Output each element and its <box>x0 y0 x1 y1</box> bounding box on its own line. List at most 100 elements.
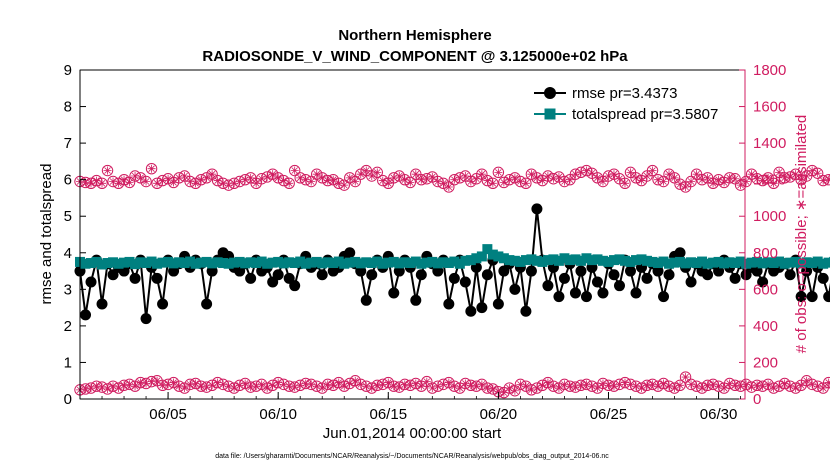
totalspread-point <box>642 255 653 266</box>
totalspread-point <box>163 256 174 267</box>
y-axis-label-right: # of obs: o=possible; ∗=assimilated <box>793 115 810 354</box>
rmse-point <box>558 272 570 284</box>
totalspread-point <box>130 259 141 270</box>
legend-totalspread-label: totalspread pr=3.5807 <box>572 106 718 123</box>
totalspread-point <box>388 256 399 267</box>
totalspread-point <box>708 257 719 268</box>
rmse-point <box>344 247 356 259</box>
totalspread-point <box>614 254 625 265</box>
totalspread-point <box>702 258 713 269</box>
obs-possible-point <box>476 168 488 180</box>
y-tick-label-left: 0 <box>64 391 72 408</box>
totalspread-point <box>647 256 658 267</box>
totalspread-point <box>157 257 168 268</box>
rmse-point <box>151 272 163 284</box>
series-totalspread <box>75 244 830 270</box>
totalspread-point <box>207 258 218 269</box>
y-tick-label-left: 8 <box>64 99 72 116</box>
x-tick-label: 06/15 <box>370 406 408 423</box>
obs-possible-point <box>288 164 301 177</box>
rmse-point <box>702 269 714 281</box>
rmse-point <box>823 291 830 303</box>
totalspread-point <box>416 258 427 269</box>
totalspread-point <box>801 257 812 268</box>
rmse-point <box>366 269 378 281</box>
series-layer <box>74 163 830 399</box>
totalspread-point <box>278 258 289 269</box>
rmse-point <box>481 269 493 281</box>
totalspread-point <box>361 257 372 268</box>
rmse-point <box>817 272 829 284</box>
rmse-point <box>784 269 796 281</box>
rmse-point <box>757 276 769 288</box>
obs-possible-point <box>101 164 114 177</box>
totalspread-point <box>97 259 108 270</box>
rmse-point <box>575 265 587 277</box>
totalspread-point <box>724 257 735 268</box>
obs-possible-point <box>828 173 830 182</box>
rmse-point <box>509 283 521 295</box>
rmse-point <box>729 272 741 284</box>
totalspread-point <box>509 255 520 266</box>
y-tick-label-right: 1600 <box>753 99 786 116</box>
rmse-point <box>630 287 642 299</box>
rmse-point <box>553 291 565 303</box>
totalspread-point <box>234 256 245 267</box>
chart-title: Northern Hemisphere <box>338 27 491 44</box>
totalspread-point <box>564 255 575 266</box>
obs-assimilated-point <box>822 376 830 389</box>
totalspread-point <box>311 256 322 267</box>
rmse-point <box>388 287 400 299</box>
totalspread-point <box>526 254 537 265</box>
rmse-point <box>542 280 554 292</box>
totalspread-point <box>548 254 559 265</box>
obs-assimilated-point <box>421 375 433 388</box>
legend: rmse pr=3.4373 totalspread pr=3.5807 <box>526 74 738 126</box>
series-obs-assimilated <box>74 371 830 399</box>
totalspread-point <box>537 256 548 267</box>
rmse-point <box>80 309 92 321</box>
totalspread-point <box>619 255 630 266</box>
totalspread-point <box>790 256 801 267</box>
totalspread-point <box>152 258 163 269</box>
totalspread-point <box>471 253 482 264</box>
totalspread-point <box>135 257 146 268</box>
totalspread-point <box>405 258 416 269</box>
totalspread-point <box>735 256 746 267</box>
obs-possible-point <box>668 172 681 184</box>
chart-subtitle: RADIOSONDE_V_WIND_COMPONENT @ 3.125000e+… <box>202 48 628 65</box>
obs-possible-point <box>404 176 416 189</box>
rmse-point <box>85 276 97 288</box>
totalspread-point <box>807 258 818 269</box>
obs-assimilated-point <box>679 371 692 383</box>
y-tick-label-left: 3 <box>64 281 72 298</box>
obs-possible-point <box>283 177 295 190</box>
totalspread-point <box>603 256 614 267</box>
rmse-point <box>531 203 543 215</box>
obs-possible-point <box>657 175 670 188</box>
rmse-point <box>157 298 169 310</box>
y-axis-label-left: rmse and totalspread <box>38 164 55 305</box>
totalspread-point <box>757 258 768 269</box>
totalspread-point <box>608 255 619 266</box>
totalspread-point <box>746 257 757 268</box>
rmse-point <box>465 305 477 317</box>
rmse-point <box>443 298 455 310</box>
totalspread-point <box>113 258 124 269</box>
legend-rmse-label: rmse pr=3.4373 <box>572 85 677 102</box>
obs-possible-point <box>767 177 780 190</box>
totalspread-point <box>680 258 691 269</box>
totalspread-point <box>295 256 306 267</box>
rmse-point <box>685 276 697 288</box>
totalspread-point <box>119 257 130 268</box>
totalspread-point <box>86 258 97 269</box>
rmse-point <box>608 269 620 281</box>
rmse-point <box>415 269 427 281</box>
totalspread-point <box>80 258 91 269</box>
totalspread-point <box>625 256 636 267</box>
totalspread-point <box>410 256 421 267</box>
totalspread-point <box>245 257 256 268</box>
totalspread-point <box>300 258 311 269</box>
totalspread-point <box>664 258 675 269</box>
rmse-point <box>476 302 488 314</box>
